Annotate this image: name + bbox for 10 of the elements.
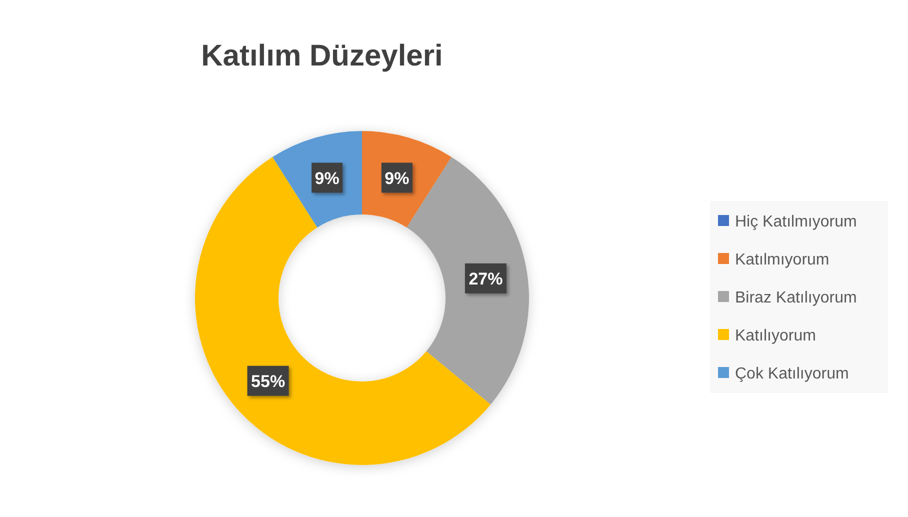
- legend-label: Katılmıyorum: [735, 252, 830, 269]
- data-label: 9%: [314, 168, 340, 188]
- legend-label: Biraz Katılıyorum: [735, 290, 857, 307]
- data-label: 9%: [384, 168, 410, 188]
- legend-label: Hiç Katılmıyorum: [735, 214, 857, 231]
- legend-label: Katılıyorum: [735, 328, 816, 345]
- legend-label: Çok Katılıyorum: [735, 366, 849, 383]
- chart-title: Katılım Düzeyleri: [201, 40, 443, 72]
- data-label: 55%: [251, 372, 286, 391]
- data-label: 27%: [468, 270, 503, 289]
